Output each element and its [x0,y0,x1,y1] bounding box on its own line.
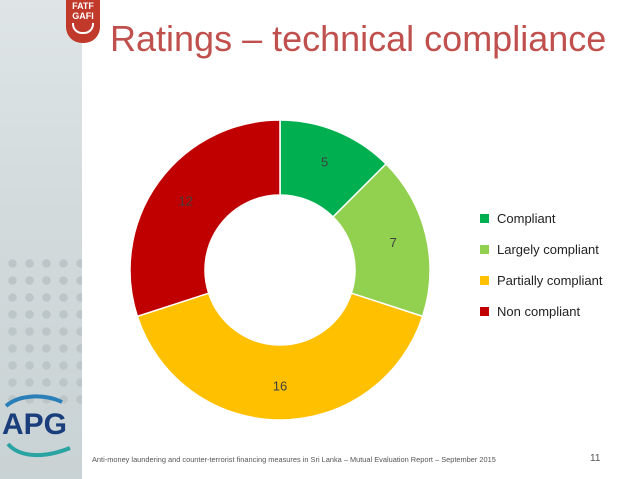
apg-logo: APG [2,394,71,458]
legend-swatch [480,245,489,254]
legend-item: Non compliant [480,296,603,327]
donut-chart: 5 7 16 12 [130,119,430,421]
donut-slice-largely-compliant [331,162,430,318]
chart-legend: Compliant Largely compliant Partially comp… [480,203,603,327]
page-title: Ratings – technical compliance [110,18,607,59]
legend-label: Non compliant [497,304,581,319]
legend-label: Compliant [497,211,556,226]
legend-item: Partially compliant [480,265,603,296]
legend-swatch [480,214,489,223]
apg-logo-text: APG [2,408,67,441]
fatf-logo-line2: GAFI [72,11,94,21]
dot-pattern [4,255,82,405]
page-number: 11 [590,453,601,464]
data-label-compliant: 5 [321,154,328,169]
legend-label: Partially compliant [497,273,603,288]
donut-slice-non-compliant [130,119,281,318]
fatf-logo-line1: FATF [72,1,94,11]
donut-slice-partially-compliant [136,292,424,421]
fatf-emblem-icon [72,23,94,34]
legend-item: Compliant [480,203,603,234]
fatf-logo: FATF GAFI [66,0,100,43]
data-label-largely-compliant: 7 [390,235,397,250]
legend-swatch [480,307,489,316]
footer-text: Anti-money laundering and counter-terror… [92,455,496,464]
legend-item: Largely compliant [480,234,603,265]
legend-label: Largely compliant [497,242,599,257]
data-label-non-compliant: 12 [179,194,193,209]
legend-swatch [480,276,489,285]
data-label-partially-compliant: 16 [273,379,287,394]
